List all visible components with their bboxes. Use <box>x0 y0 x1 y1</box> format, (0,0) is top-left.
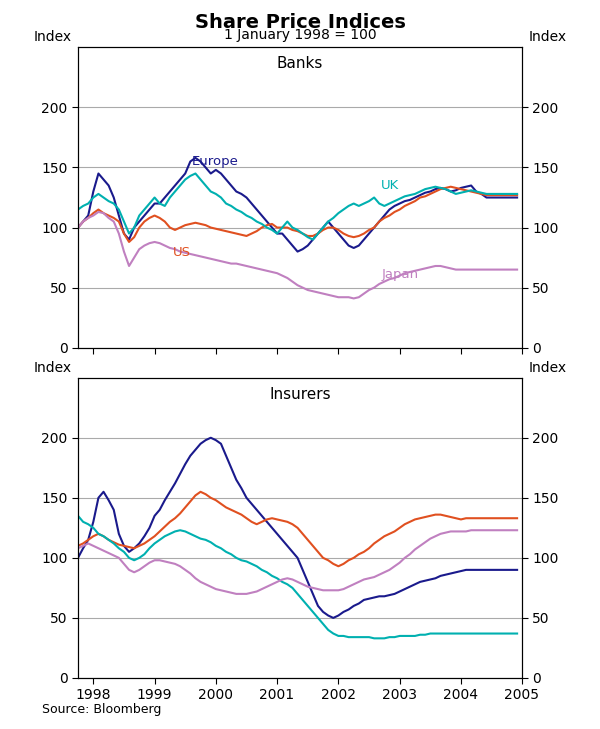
Text: UK: UK <box>381 179 400 192</box>
Text: Share Price Indices: Share Price Indices <box>194 13 406 32</box>
Text: Insurers: Insurers <box>269 386 331 402</box>
Text: Index: Index <box>34 361 72 375</box>
Text: US: US <box>173 246 191 260</box>
Text: Banks: Banks <box>277 56 323 71</box>
Text: Europe: Europe <box>191 155 238 168</box>
Text: Source: Bloomberg: Source: Bloomberg <box>42 703 161 716</box>
Text: 1 January 1998 = 100: 1 January 1998 = 100 <box>224 28 376 42</box>
Text: Index: Index <box>528 31 566 44</box>
Text: Index: Index <box>34 31 72 44</box>
Text: Index: Index <box>528 361 566 375</box>
Text: Japan: Japan <box>381 268 418 281</box>
